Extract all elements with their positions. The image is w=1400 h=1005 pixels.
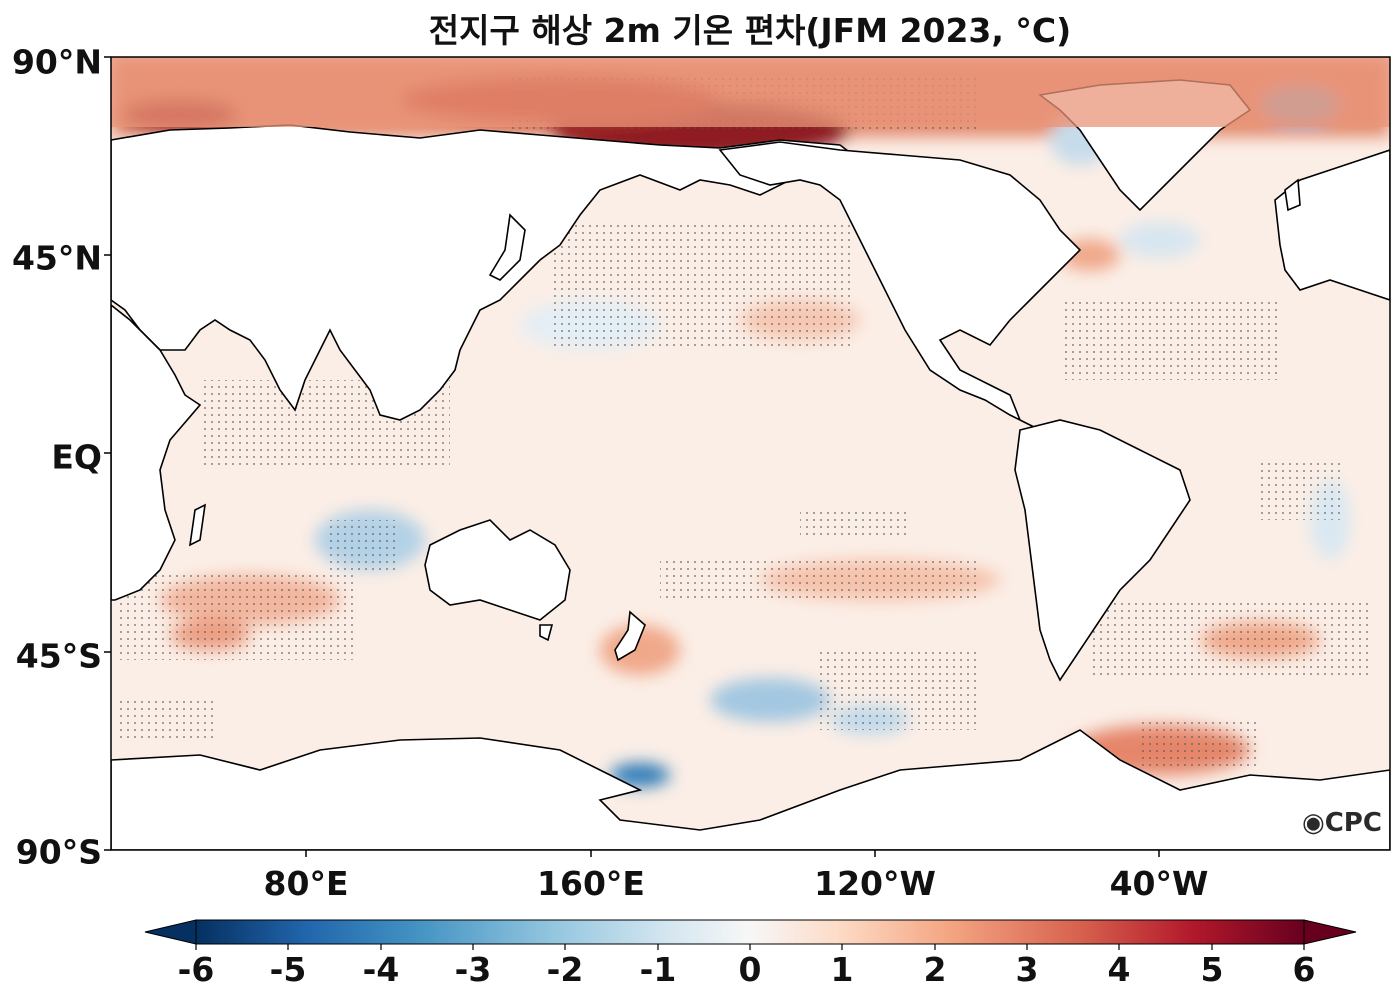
colorbar-label: -1: [639, 950, 677, 989]
logo-text: CPC: [1324, 808, 1382, 838]
colorbar-label: -3: [454, 950, 492, 989]
map-title: 전지구 해상 2m 기온 편차(JFM 2023, °C): [428, 11, 1072, 50]
japan: [488, 213, 526, 281]
lat-label-90n: 90°N: [11, 42, 102, 82]
lat-label-45n: 45°N: [11, 238, 102, 278]
madagascar: [188, 503, 207, 547]
colorbar-label: 3: [1015, 950, 1039, 989]
cpc-logo: ◉CPC: [1302, 808, 1382, 838]
lon-label-160e: 160°E: [537, 864, 645, 903]
colorbar-ticks: [195, 944, 1305, 950]
antarctica: [111, 729, 1390, 850]
colorbar-label: -5: [269, 950, 307, 989]
lon-ticks: [305, 850, 1160, 857]
north-america: [718, 141, 1082, 431]
lon-label-120w: 120°W: [814, 864, 936, 903]
colorbar-label: -6: [177, 950, 215, 989]
new-zealand: [614, 610, 646, 662]
europe: [1274, 149, 1390, 301]
arctic-land-anomaly: [111, 57, 1390, 127]
south-america: [1014, 419, 1191, 682]
colorbar-min-arrow: [144, 919, 197, 945]
lat-label-45s: 45°S: [15, 636, 102, 676]
tasmania: [539, 624, 554, 642]
lon-label-40w: 40°W: [1109, 864, 1209, 903]
colorbar-label: -2: [546, 950, 584, 989]
africa: [111, 303, 202, 601]
colorbar: [144, 919, 1357, 950]
colorbar-label: 1: [830, 950, 854, 989]
british-isles: [1284, 178, 1301, 212]
colorbar-bar: [195, 919, 1305, 945]
colorbar-label: 5: [1200, 950, 1224, 989]
colorbar-label: 2: [923, 950, 947, 989]
lat-ticks: [104, 56, 111, 851]
eurasia: [111, 124, 862, 421]
colorbar-max-arrow: [1303, 919, 1357, 945]
lat-label-eq: EQ: [51, 437, 102, 477]
colorbar-label: 6: [1292, 950, 1316, 989]
map-plot-area: [111, 57, 1390, 850]
globe-icon: ◉: [1302, 808, 1325, 838]
continents: [111, 79, 1390, 850]
lon-label-80e: 80°E: [263, 864, 349, 903]
colorbar-label: 0: [738, 950, 762, 989]
australia: [424, 519, 571, 621]
lat-label-90s: 90°S: [15, 832, 102, 872]
colorbar-label: 4: [1107, 950, 1131, 989]
colorbar-label: -4: [362, 950, 400, 989]
